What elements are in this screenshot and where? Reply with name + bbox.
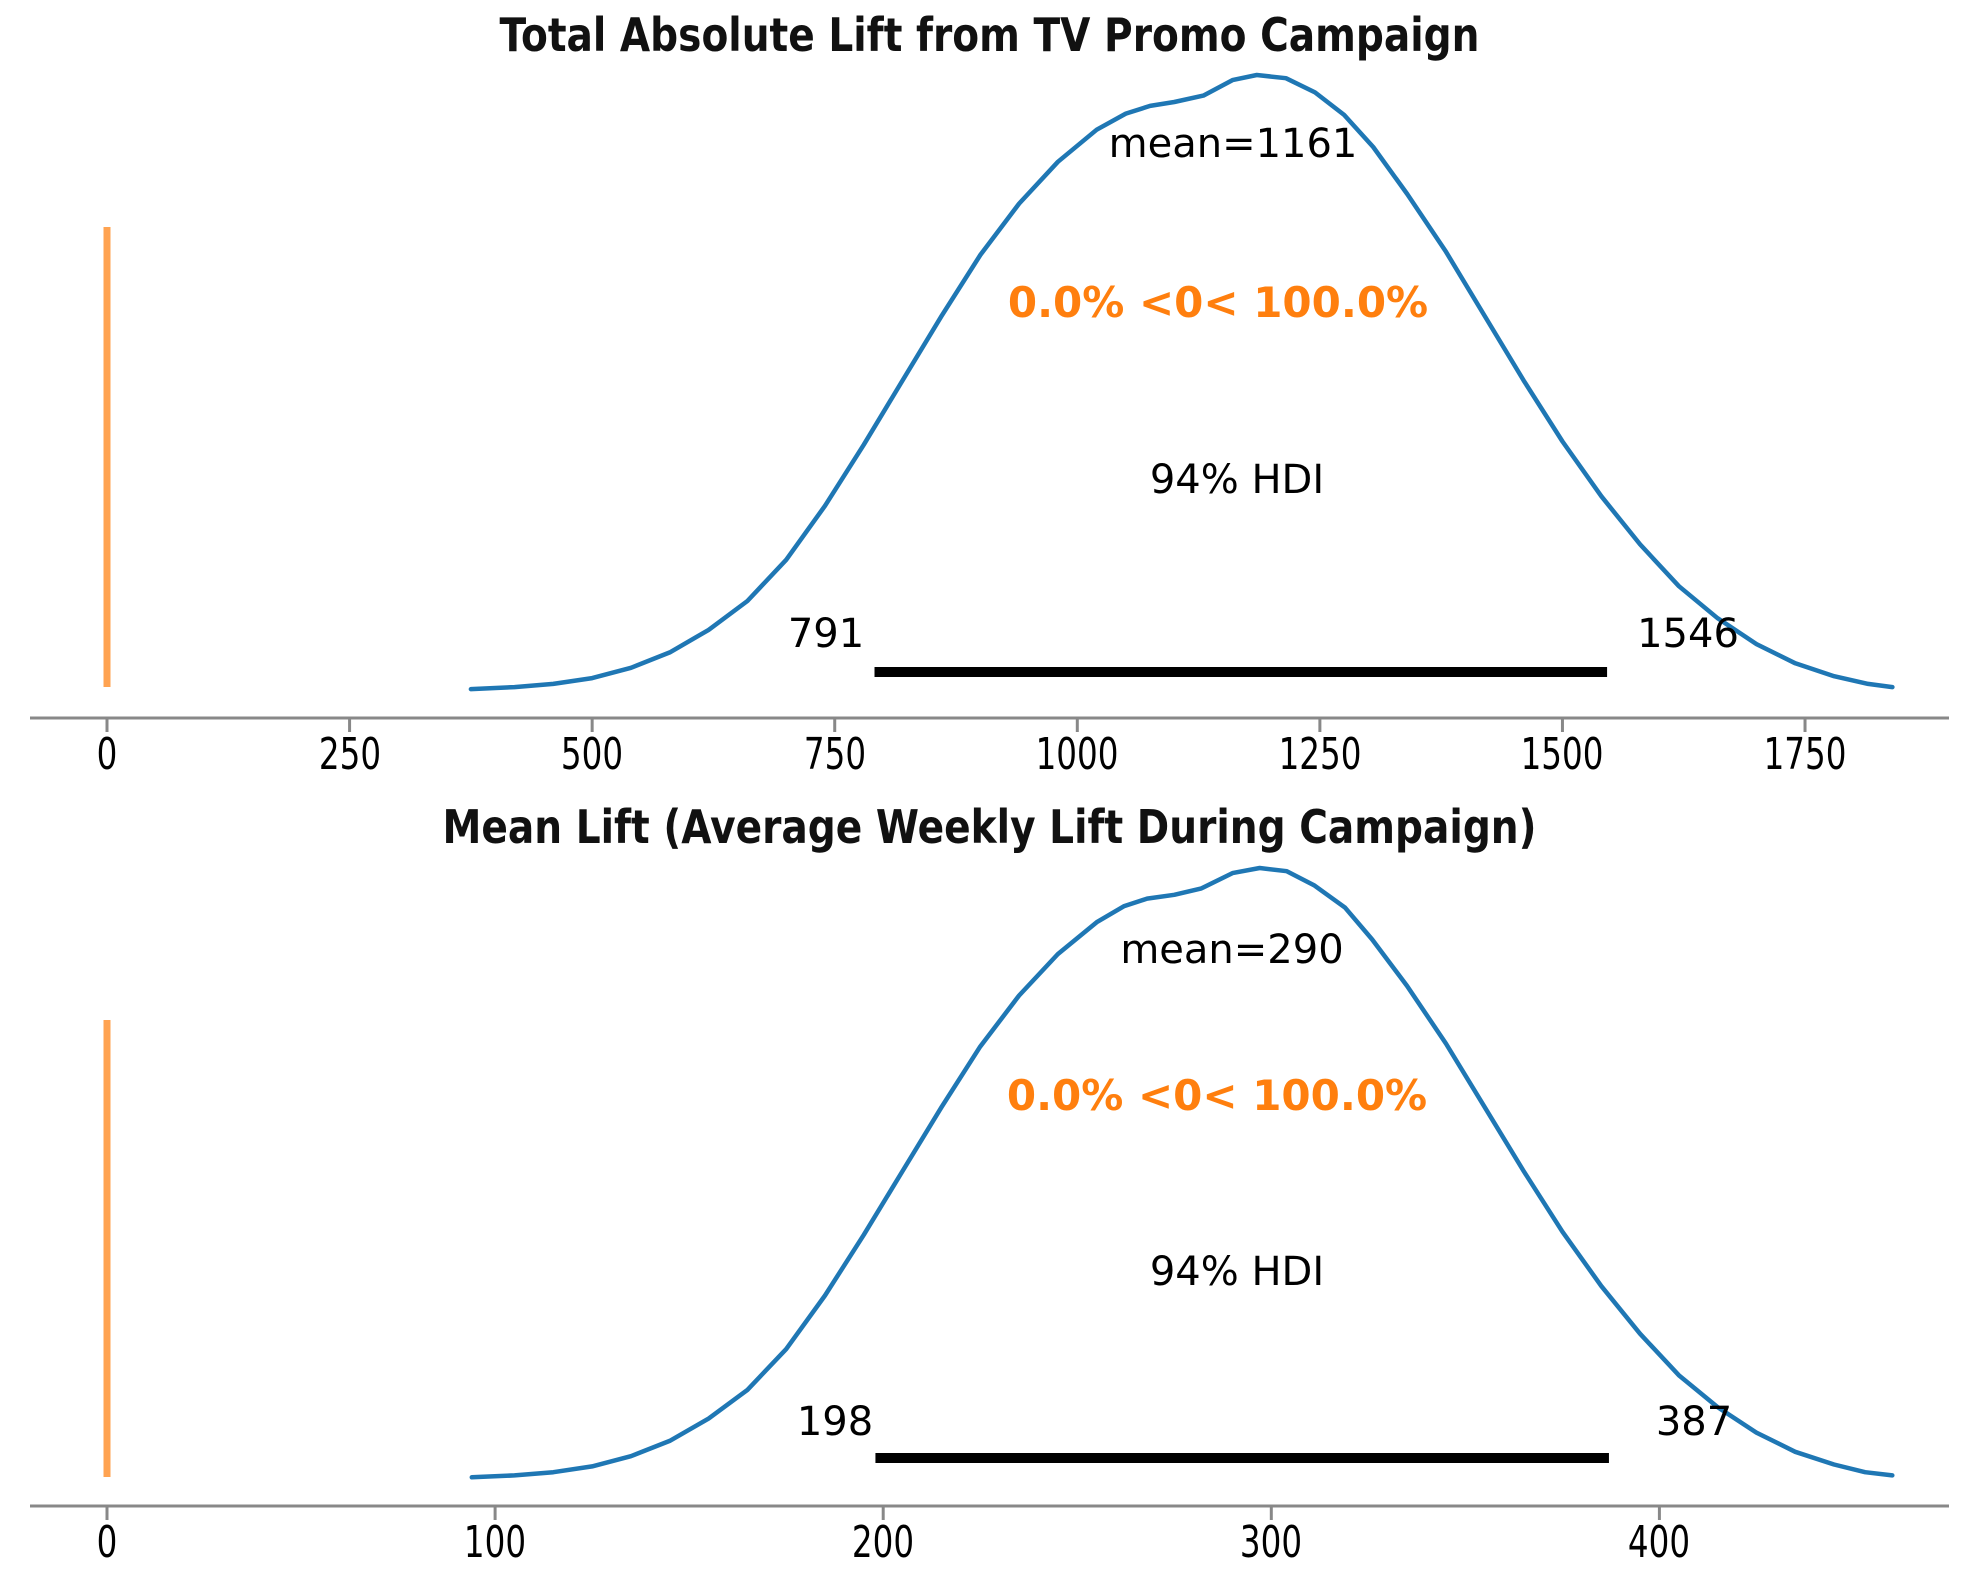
top-mean-label: mean=1161 [1108,121,1358,167]
top-ref-val-label: 0.0% <0< 100.0% [1007,278,1429,327]
bottom-x-tick-label: 100 [464,1517,527,1568]
top-plot-title: Total Absolute Lift from TV Promo Campai… [499,8,1480,62]
bottom-x-tick-label: 300 [1240,1517,1303,1568]
top-x-tick-label: 0 [96,729,118,780]
bottom-hdi-high-label: 387 [1655,1399,1733,1445]
top-hdi-label: 94% HDI [1149,457,1325,503]
bottom-kde-curve [469,865,1895,1480]
top-hdi-high-label: 1546 [1637,611,1739,657]
top-kde-curve [468,72,1895,692]
top-x-tick-label: 1500 [1521,729,1604,780]
bottom-plot-title: Mean Lift (Average Weekly Lift During Ca… [442,800,1537,854]
bottom-x-tick-label: 400 [1628,1517,1691,1568]
top-hdi-low-label: 791 [787,611,865,657]
bottom-x-tick-label: 200 [852,1517,915,1568]
bottom-hdi-label: 94% HDI [1149,1249,1325,1295]
top-x-tick-label: 500 [561,729,624,780]
bottom-hdi-low-label: 198 [796,1399,874,1445]
top-x-tick-label: 1000 [1035,729,1119,780]
bottom-x-tick-label: 0 [96,1517,118,1568]
top-x-tick-label: 1750 [1763,729,1847,780]
top-x-tick-label: 1250 [1278,729,1362,780]
bottom-mean-label: mean=290 [1120,927,1344,973]
top-x-tick-label: 750 [803,729,866,780]
bottom-ref-val-label: 0.0% <0< 100.0% [1006,1071,1428,1120]
top-x-tick-label: 250 [318,729,381,780]
